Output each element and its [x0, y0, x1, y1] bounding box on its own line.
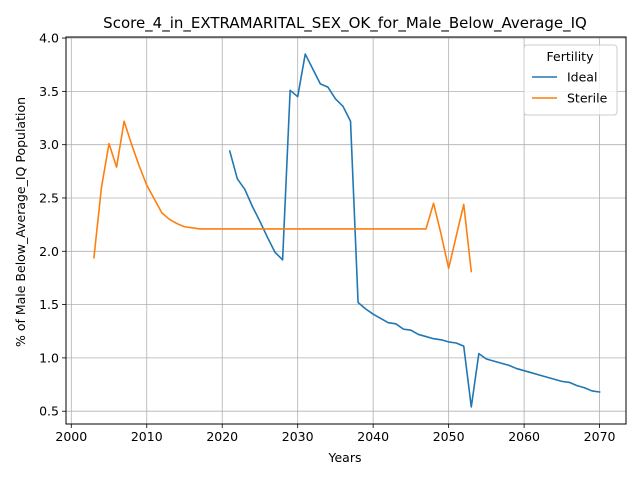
legend-label-sterile: Sterile	[567, 91, 608, 106]
y-tick-label: 1.0	[39, 350, 59, 365]
x-tick-label: 2060	[508, 429, 540, 444]
axis-ticks: 2000 2010 2020 2030 2040 2050 2060 2070 0.5 1.0 1.…	[39, 31, 615, 444]
x-tick-label: 2050	[433, 429, 465, 444]
y-tick-label: 1.5	[39, 297, 59, 312]
y-tick-label: 3.5	[39, 84, 59, 99]
legend-entries: Ideal Sterile	[532, 70, 608, 106]
series-lines	[93, 53, 601, 408]
legend: Fertility Ideal Sterile	[523, 44, 618, 116]
x-tick-label: 2000	[55, 429, 87, 444]
series-line-ideal	[228, 53, 601, 408]
x-tick-label: 2030	[282, 429, 314, 444]
chart-title: Score_4_in_EXTRAMARITAL_SEX_OK_for_Male_…	[103, 14, 587, 33]
plot-area-frame	[65, 36, 627, 425]
x-tick-label: 2070	[584, 429, 616, 444]
x-axis-label: Years	[328, 450, 362, 465]
legend-title: Fertility	[547, 49, 595, 64]
x-tick-label: 2040	[357, 429, 389, 444]
y-axis-label: % of Male Below_Average_IQ Population	[13, 97, 28, 347]
series-line-sterile	[93, 120, 473, 273]
legend-label-ideal: Ideal	[567, 70, 597, 85]
y-tick-label: 2.0	[39, 244, 59, 259]
y-tick-label: 3.0	[39, 137, 59, 152]
y-tick-label: 4.0	[39, 31, 59, 46]
x-tick-label: 2020	[206, 429, 238, 444]
x-tick-label: 2010	[131, 429, 163, 444]
y-tick-label: 0.5	[39, 404, 59, 419]
y-tick-label: 2.5	[39, 190, 59, 205]
